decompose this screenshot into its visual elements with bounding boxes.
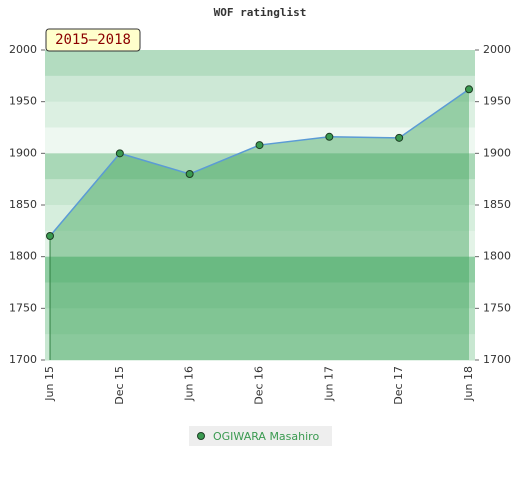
y2-tick-label: 1850 <box>483 198 511 211</box>
band <box>45 230 475 258</box>
y2-tick-label: 1750 <box>483 301 511 314</box>
y-tick-label: 1900 <box>9 146 37 159</box>
background-bands <box>45 50 475 361</box>
legend-box <box>189 426 332 446</box>
band <box>45 256 475 283</box>
y-tick-label: 2000 <box>9 43 37 56</box>
band <box>45 127 475 154</box>
y-tick-label: 1700 <box>9 353 37 366</box>
point <box>185 170 194 178</box>
band <box>45 179 475 206</box>
band <box>45 282 475 309</box>
x-tick-label: Jun 15 <box>43 366 56 402</box>
y2-tick-label: 1800 <box>483 250 511 263</box>
x-tick-label: Dec 15 <box>113 366 126 405</box>
y2-tick-label: 2000 <box>483 43 511 56</box>
x-tick-label: Jun 18 <box>462 366 475 402</box>
band <box>45 334 475 361</box>
point <box>115 149 124 158</box>
x-tick-label: Dec 17 <box>392 366 405 405</box>
y2-tick-label: 1900 <box>483 146 511 159</box>
band <box>45 205 475 232</box>
y-tick-label: 1850 <box>9 198 37 211</box>
point <box>325 132 334 141</box>
y2-tick-label: 1950 <box>483 95 511 108</box>
annotation: 2015–2018 <box>55 32 131 48</box>
x-tick-label: Dec 16 <box>253 366 266 405</box>
area <box>50 89 469 361</box>
point <box>255 141 264 150</box>
band <box>45 308 475 335</box>
band <box>45 75 475 103</box>
point <box>46 232 54 240</box>
y-tick-label: 1800 <box>9 250 37 263</box>
chart-title: WOF ratinglist <box>214 6 307 19</box>
x-tick-label: Jun 17 <box>322 366 335 402</box>
band <box>45 101 475 128</box>
y2-tick-label: 1700 <box>483 353 511 366</box>
x-tick-label: Jun 16 <box>183 366 196 402</box>
point <box>465 85 473 94</box>
point <box>395 133 404 142</box>
legend-label: OGIWARA Masahiro <box>213 430 319 443</box>
y-tick-label: 1750 <box>9 301 37 314</box>
legend-marker <box>197 432 205 440</box>
band <box>45 50 475 77</box>
y-tick-label: 1950 <box>9 95 37 108</box>
annotation-box <box>45 28 141 52</box>
